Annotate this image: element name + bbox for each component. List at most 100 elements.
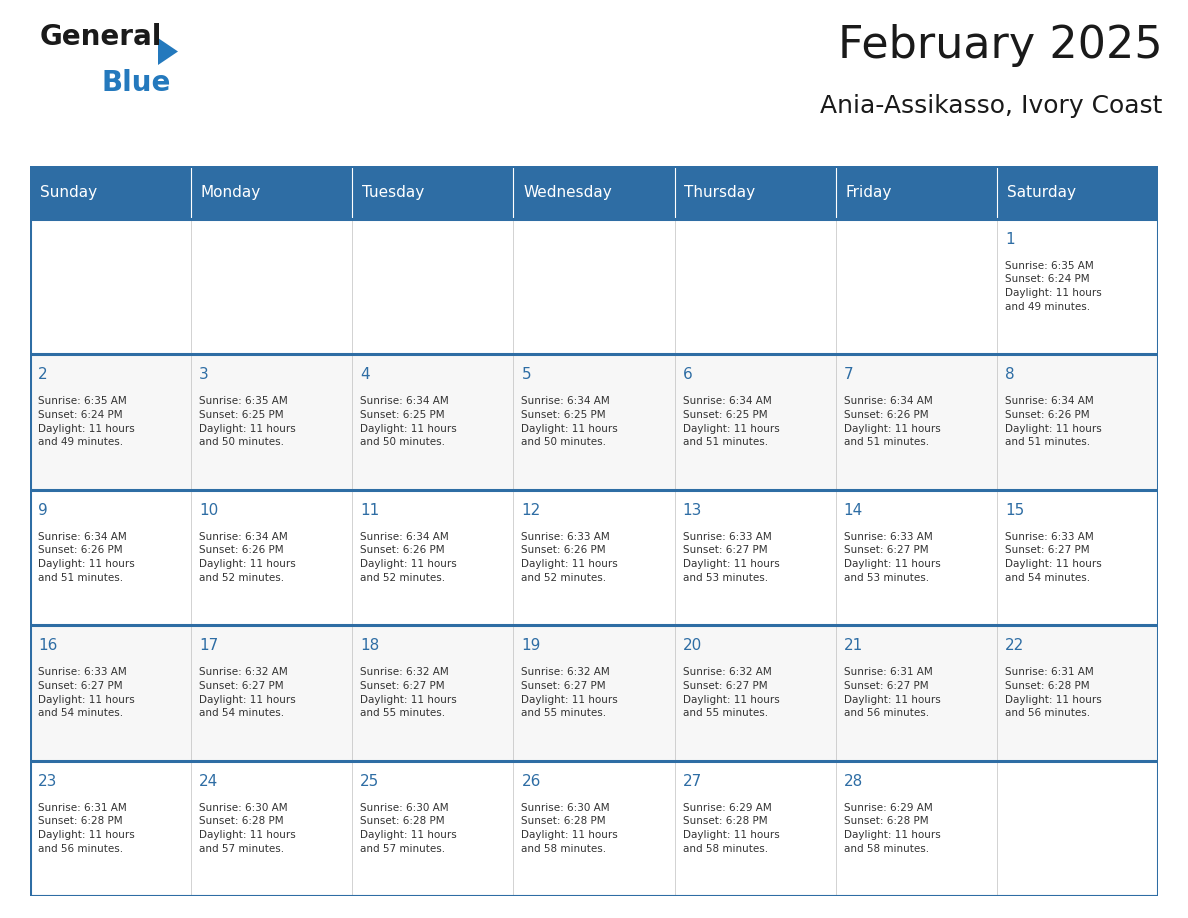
Text: 26: 26 [522,774,541,789]
Text: Thursday: Thursday [684,185,756,200]
Text: February 2025: February 2025 [838,24,1162,67]
Text: 12: 12 [522,503,541,518]
Text: Sunrise: 6:34 AM
Sunset: 6:26 PM
Daylight: 11 hours
and 51 minutes.: Sunrise: 6:34 AM Sunset: 6:26 PM Dayligh… [843,397,941,447]
Bar [835,218,997,354]
Text: Sunrise: 6:33 AM
Sunset: 6:27 PM
Daylight: 11 hours
and 54 minutes.: Sunrise: 6:33 AM Sunset: 6:27 PM Dayligh… [38,667,134,718]
Text: Sunrise: 6:34 AM
Sunset: 6:26 PM
Daylight: 11 hours
and 51 minutes.: Sunrise: 6:34 AM Sunset: 6:26 PM Dayligh… [1005,397,1101,447]
Text: Sunrise: 6:32 AM
Sunset: 6:27 PM
Daylight: 11 hours
and 55 minutes.: Sunrise: 6:32 AM Sunset: 6:27 PM Dayligh… [522,667,618,718]
Text: Sunrise: 6:34 AM
Sunset: 6:25 PM
Daylight: 11 hours
and 51 minutes.: Sunrise: 6:34 AM Sunset: 6:25 PM Dayligh… [683,397,779,447]
Text: 18: 18 [360,638,380,654]
Bar [835,166,997,218]
Text: Blue: Blue [102,69,171,97]
Bar [30,218,191,354]
Text: Sunrise: 6:32 AM
Sunset: 6:27 PM
Daylight: 11 hours
and 55 minutes.: Sunrise: 6:32 AM Sunset: 6:27 PM Dayligh… [360,667,457,718]
Bar [191,166,353,218]
Bar [30,625,191,760]
Text: Sunrise: 6:33 AM
Sunset: 6:26 PM
Daylight: 11 hours
and 52 minutes.: Sunrise: 6:33 AM Sunset: 6:26 PM Dayligh… [522,532,618,583]
Text: 28: 28 [843,774,862,789]
Bar [675,489,835,625]
Bar [30,354,191,489]
Bar [30,760,191,896]
Bar [191,218,353,354]
Bar [513,166,675,218]
Bar [997,218,1158,354]
Text: 7: 7 [843,367,853,382]
Polygon shape [158,38,178,65]
Text: 1: 1 [1005,231,1015,247]
Text: Sunrise: 6:35 AM
Sunset: 6:24 PM
Daylight: 11 hours
and 49 minutes.: Sunrise: 6:35 AM Sunset: 6:24 PM Dayligh… [38,397,134,447]
Bar [353,218,513,354]
Text: 8: 8 [1005,367,1015,382]
Bar [353,760,513,896]
Text: 20: 20 [683,638,702,654]
Bar [835,760,997,896]
Text: Sunrise: 6:33 AM
Sunset: 6:27 PM
Daylight: 11 hours
and 53 minutes.: Sunrise: 6:33 AM Sunset: 6:27 PM Dayligh… [683,532,779,583]
Text: Sunrise: 6:35 AM
Sunset: 6:24 PM
Daylight: 11 hours
and 49 minutes.: Sunrise: 6:35 AM Sunset: 6:24 PM Dayligh… [1005,261,1101,312]
Text: Sunrise: 6:33 AM
Sunset: 6:27 PM
Daylight: 11 hours
and 54 minutes.: Sunrise: 6:33 AM Sunset: 6:27 PM Dayligh… [1005,532,1101,583]
Bar [835,354,997,489]
Text: 4: 4 [360,367,369,382]
Bar [513,489,675,625]
Text: 5: 5 [522,367,531,382]
Bar [191,354,353,489]
Text: 13: 13 [683,503,702,518]
Bar [997,354,1158,489]
Text: Sunrise: 6:34 AM
Sunset: 6:26 PM
Daylight: 11 hours
and 51 minutes.: Sunrise: 6:34 AM Sunset: 6:26 PM Dayligh… [38,532,134,583]
Text: 21: 21 [843,638,862,654]
Text: Sunrise: 6:34 AM
Sunset: 6:26 PM
Daylight: 11 hours
and 52 minutes.: Sunrise: 6:34 AM Sunset: 6:26 PM Dayligh… [200,532,296,583]
Text: Sunrise: 6:33 AM
Sunset: 6:27 PM
Daylight: 11 hours
and 53 minutes.: Sunrise: 6:33 AM Sunset: 6:27 PM Dayligh… [843,532,941,583]
Text: Monday: Monday [201,185,261,200]
Text: Friday: Friday [846,185,892,200]
Bar [513,218,675,354]
Bar [513,625,675,760]
Text: Sunrise: 6:34 AM
Sunset: 6:26 PM
Daylight: 11 hours
and 52 minutes.: Sunrise: 6:34 AM Sunset: 6:26 PM Dayligh… [360,532,457,583]
Text: Sunrise: 6:29 AM
Sunset: 6:28 PM
Daylight: 11 hours
and 58 minutes.: Sunrise: 6:29 AM Sunset: 6:28 PM Dayligh… [683,803,779,854]
Bar [513,354,675,489]
Text: 16: 16 [38,638,57,654]
Text: 14: 14 [843,503,862,518]
Bar [675,625,835,760]
Bar [353,489,513,625]
Text: Ania-Assikasso, Ivory Coast: Ania-Assikasso, Ivory Coast [820,95,1162,118]
Bar [191,489,353,625]
Text: Sunrise: 6:30 AM
Sunset: 6:28 PM
Daylight: 11 hours
and 57 minutes.: Sunrise: 6:30 AM Sunset: 6:28 PM Dayligh… [200,803,296,854]
Text: 15: 15 [1005,503,1024,518]
Text: Sunrise: 6:34 AM
Sunset: 6:25 PM
Daylight: 11 hours
and 50 minutes.: Sunrise: 6:34 AM Sunset: 6:25 PM Dayligh… [522,397,618,447]
Text: 6: 6 [683,367,693,382]
Text: Sunrise: 6:32 AM
Sunset: 6:27 PM
Daylight: 11 hours
and 55 minutes.: Sunrise: 6:32 AM Sunset: 6:27 PM Dayligh… [683,667,779,718]
Text: 24: 24 [200,774,219,789]
Text: 25: 25 [360,774,380,789]
Text: Sunrise: 6:30 AM
Sunset: 6:28 PM
Daylight: 11 hours
and 58 minutes.: Sunrise: 6:30 AM Sunset: 6:28 PM Dayligh… [522,803,618,854]
Text: Sunrise: 6:31 AM
Sunset: 6:28 PM
Daylight: 11 hours
and 56 minutes.: Sunrise: 6:31 AM Sunset: 6:28 PM Dayligh… [38,803,134,854]
Text: Sunrise: 6:32 AM
Sunset: 6:27 PM
Daylight: 11 hours
and 54 minutes.: Sunrise: 6:32 AM Sunset: 6:27 PM Dayligh… [200,667,296,718]
Bar [353,354,513,489]
Text: Tuesday: Tuesday [362,185,424,200]
Bar [353,625,513,760]
Text: 2: 2 [38,367,48,382]
Bar [997,625,1158,760]
Bar [997,760,1158,896]
Text: Sunrise: 6:35 AM
Sunset: 6:25 PM
Daylight: 11 hours
and 50 minutes.: Sunrise: 6:35 AM Sunset: 6:25 PM Dayligh… [200,397,296,447]
Text: Sunrise: 6:29 AM
Sunset: 6:28 PM
Daylight: 11 hours
and 58 minutes.: Sunrise: 6:29 AM Sunset: 6:28 PM Dayligh… [843,803,941,854]
Bar [30,166,191,218]
Bar [997,166,1158,218]
Bar [513,760,675,896]
Bar [30,489,191,625]
Text: Sunrise: 6:34 AM
Sunset: 6:25 PM
Daylight: 11 hours
and 50 minutes.: Sunrise: 6:34 AM Sunset: 6:25 PM Dayligh… [360,397,457,447]
Bar [191,625,353,760]
Text: Sunrise: 6:30 AM
Sunset: 6:28 PM
Daylight: 11 hours
and 57 minutes.: Sunrise: 6:30 AM Sunset: 6:28 PM Dayligh… [360,803,457,854]
Text: General: General [40,23,163,51]
Bar [997,489,1158,625]
Text: Sunday: Sunday [39,185,96,200]
Bar [835,489,997,625]
Text: 3: 3 [200,367,209,382]
Text: 22: 22 [1005,638,1024,654]
Bar [675,760,835,896]
Bar [675,218,835,354]
Text: 9: 9 [38,503,48,518]
Text: Wednesday: Wednesday [523,185,612,200]
Text: 19: 19 [522,638,541,654]
Bar [353,166,513,218]
Text: Sunrise: 6:31 AM
Sunset: 6:28 PM
Daylight: 11 hours
and 56 minutes.: Sunrise: 6:31 AM Sunset: 6:28 PM Dayligh… [1005,667,1101,718]
Bar [835,625,997,760]
